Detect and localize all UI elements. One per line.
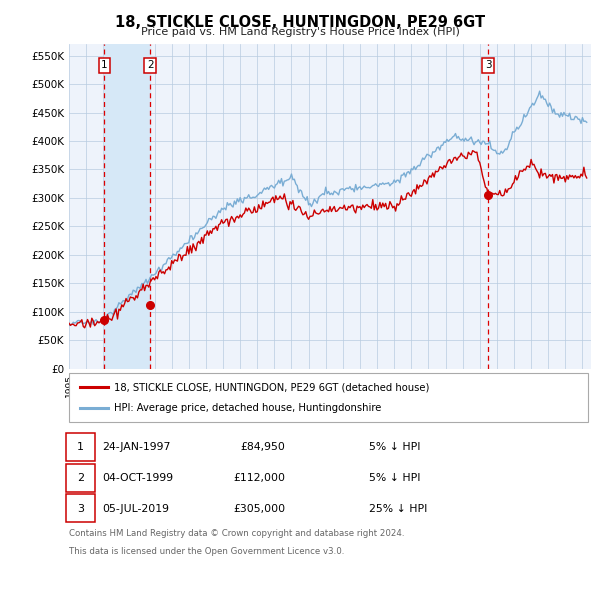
Bar — [104, 44, 150, 369]
Text: Contains HM Land Registry data © Crown copyright and database right 2024.: Contains HM Land Registry data © Crown c… — [69, 529, 404, 538]
Text: 1: 1 — [77, 442, 84, 453]
Text: 5% ↓ HPI: 5% ↓ HPI — [369, 442, 421, 453]
Text: 18, STICKLE CLOSE, HUNTINGDON, PE29 6GT (detached house): 18, STICKLE CLOSE, HUNTINGDON, PE29 6GT … — [114, 382, 430, 392]
Text: 04-OCT-1999: 04-OCT-1999 — [102, 473, 173, 483]
Text: £305,000: £305,000 — [233, 504, 285, 514]
Text: 1: 1 — [101, 60, 108, 70]
Text: Price paid vs. HM Land Registry's House Price Index (HPI): Price paid vs. HM Land Registry's House … — [140, 27, 460, 37]
Text: 3: 3 — [485, 60, 491, 70]
Text: 3: 3 — [77, 504, 84, 514]
Text: 2: 2 — [147, 60, 154, 70]
Text: 5% ↓ HPI: 5% ↓ HPI — [369, 473, 421, 483]
Text: HPI: Average price, detached house, Huntingdonshire: HPI: Average price, detached house, Hunt… — [114, 404, 382, 414]
Text: This data is licensed under the Open Government Licence v3.0.: This data is licensed under the Open Gov… — [69, 547, 344, 556]
Text: £112,000: £112,000 — [233, 473, 285, 483]
Text: 2: 2 — [77, 473, 84, 483]
Text: 05-JUL-2019: 05-JUL-2019 — [102, 504, 169, 514]
Text: £84,950: £84,950 — [240, 442, 285, 453]
Text: 18, STICKLE CLOSE, HUNTINGDON, PE29 6GT: 18, STICKLE CLOSE, HUNTINGDON, PE29 6GT — [115, 15, 485, 30]
Text: 24-JAN-1997: 24-JAN-1997 — [102, 442, 170, 453]
Text: 25% ↓ HPI: 25% ↓ HPI — [369, 504, 427, 514]
